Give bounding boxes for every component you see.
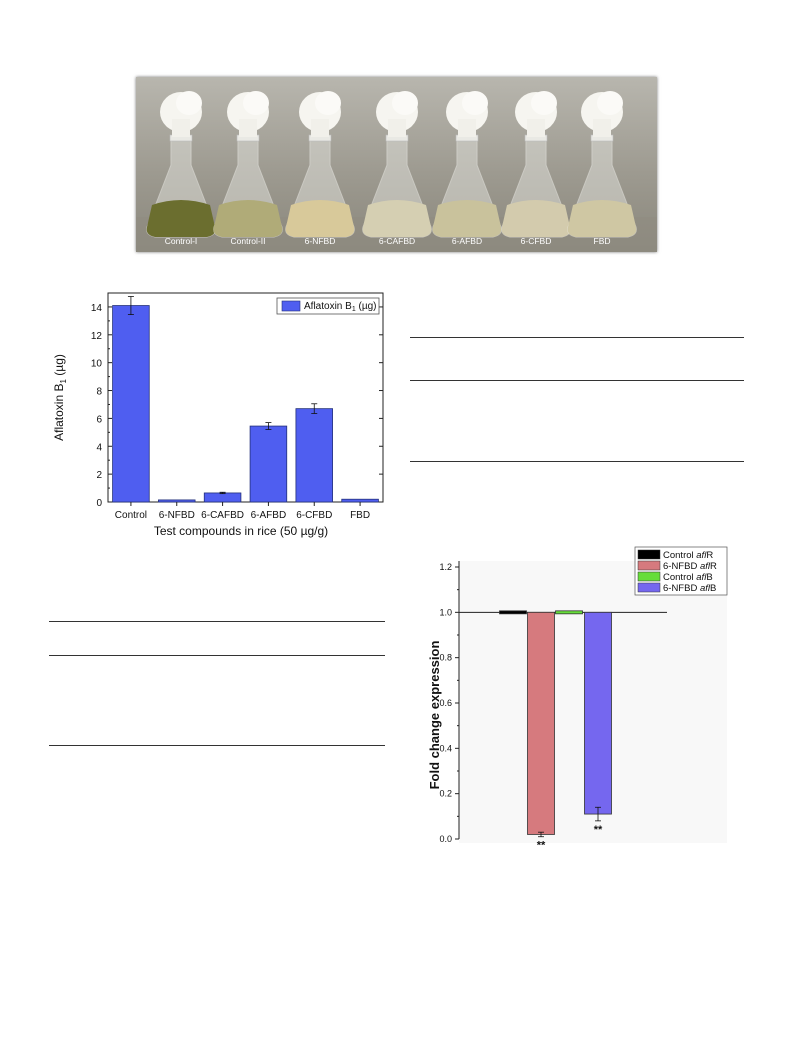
cotton-plug bbox=[239, 119, 257, 137]
cotton-plug bbox=[311, 119, 329, 137]
cotton-plug bbox=[176, 91, 202, 115]
legend-swatch bbox=[637, 560, 661, 571]
flask-contents bbox=[362, 200, 432, 237]
legend-swatch bbox=[281, 300, 301, 312]
x-tick-label: FBD bbox=[350, 510, 370, 521]
table-rule bbox=[410, 337, 744, 338]
cotton-plug bbox=[527, 119, 545, 137]
cotton-plug bbox=[172, 119, 190, 137]
bar bbox=[112, 305, 150, 503]
table-rule bbox=[49, 745, 385, 746]
cotton-plug bbox=[462, 91, 488, 115]
table-rule bbox=[410, 380, 744, 381]
flask-label: 6-CAFBD bbox=[379, 236, 415, 246]
cotton-plug bbox=[597, 91, 623, 115]
y-tick-label: 0.0 bbox=[439, 834, 452, 844]
y-tick-label: 14 bbox=[91, 303, 103, 314]
cotton-plug bbox=[388, 119, 406, 137]
y-tick-label: 1.0 bbox=[439, 607, 452, 617]
x-axis-label: Test compounds in rice (50 µg/g) bbox=[154, 524, 328, 538]
legend-box bbox=[276, 297, 380, 315]
flask-label: FBD bbox=[594, 236, 611, 246]
cotton-plug bbox=[593, 119, 611, 137]
y-tick-label: 1.2 bbox=[439, 562, 452, 572]
x-tick-label: 6-CAFBD bbox=[201, 510, 244, 521]
significance-mark: ** bbox=[537, 840, 546, 852]
y-tick-label: 4 bbox=[96, 442, 102, 453]
aflatoxin-chart-svg: Aflatoxin B1 (µg) Test compounds in rice… bbox=[52, 292, 384, 538]
legend-swatch bbox=[637, 571, 661, 582]
table-rule bbox=[410, 461, 744, 462]
flask-label: Control-I bbox=[165, 236, 198, 246]
flask-contents bbox=[146, 200, 216, 237]
flask-photo-drawing: Control-I Control-II 6-NFBD 6-CAFBD 6-AFBD 6-… bbox=[136, 91, 657, 252]
flask-contents bbox=[285, 200, 355, 237]
legend-label: Control aflB bbox=[663, 572, 713, 583]
table-rule bbox=[49, 655, 385, 656]
y-tick-label: 0.8 bbox=[439, 653, 452, 663]
cotton-plug bbox=[243, 91, 269, 115]
fold-change-chart: Fold change expression 0.0 0.2 0.4 0.6 0.8 1.… bbox=[421, 543, 728, 852]
x-tick-label: 6-NFBD bbox=[159, 510, 195, 521]
flask-contents bbox=[213, 200, 283, 237]
bar bbox=[499, 610, 527, 615]
bar bbox=[158, 499, 196, 503]
legend-label: 6-NFBD aflB bbox=[663, 583, 716, 594]
flask-label: 6-CFBD bbox=[521, 236, 552, 246]
table-rule bbox=[49, 621, 385, 622]
bar bbox=[203, 492, 242, 503]
legend-swatch bbox=[637, 582, 661, 593]
y-tick-label: 8 bbox=[96, 387, 102, 398]
bar bbox=[249, 425, 288, 503]
y-axis-label: Aflatoxin B1 (µg) bbox=[52, 354, 68, 441]
legend-label: Aflatoxin B1 (µg) bbox=[304, 301, 376, 313]
legend-swatch bbox=[637, 549, 661, 560]
y-tick-label: 10 bbox=[91, 359, 103, 370]
x-tick-label: 6-AFBD bbox=[251, 510, 287, 521]
y-tick-label: 0.2 bbox=[439, 789, 452, 799]
plot-frame bbox=[107, 292, 384, 503]
y-axis-label: Fold change expression bbox=[427, 641, 442, 790]
x-tick-label: Control bbox=[115, 510, 147, 521]
bar bbox=[527, 611, 555, 835]
bar bbox=[584, 611, 612, 815]
cotton-plug bbox=[315, 91, 341, 115]
flask-label: Control-II bbox=[231, 236, 266, 246]
cotton-plug bbox=[531, 91, 557, 115]
flask-label: 6-NFBD bbox=[305, 236, 336, 246]
cotton-plug bbox=[458, 119, 476, 137]
legend-label: Control aflR bbox=[663, 550, 713, 561]
bar bbox=[295, 408, 333, 503]
bar bbox=[341, 498, 379, 503]
flask-contents bbox=[432, 200, 502, 237]
flask-contents bbox=[501, 200, 571, 237]
significance-mark: ** bbox=[594, 824, 603, 836]
x-tick-label: 6-CFBD bbox=[296, 510, 332, 521]
flask-contents bbox=[567, 200, 637, 237]
y-tick-label: 0.4 bbox=[439, 743, 452, 753]
y-tick-label: 12 bbox=[91, 331, 103, 342]
fold-change-chart-svg: Fold change expression 0.0 0.2 0.4 0.6 0.8 1.… bbox=[427, 546, 728, 852]
y-tick-label: 0.6 bbox=[439, 698, 452, 708]
cotton-plug bbox=[392, 91, 418, 115]
aflatoxin-chart: Aflatoxin B1 (µg) Test compounds in rice… bbox=[49, 285, 389, 543]
y-tick-label: 6 bbox=[96, 414, 102, 425]
y-tick-label: 2 bbox=[96, 470, 102, 481]
flask-label: 6-AFBD bbox=[452, 236, 482, 246]
bar bbox=[555, 610, 583, 615]
legend-label: 6-NFBD aflR bbox=[663, 561, 717, 572]
flask-photo: Control-I Control-II 6-NFBD 6-CAFBD 6-AFBD 6-… bbox=[136, 77, 657, 252]
y-tick-label: 0 bbox=[96, 498, 102, 509]
